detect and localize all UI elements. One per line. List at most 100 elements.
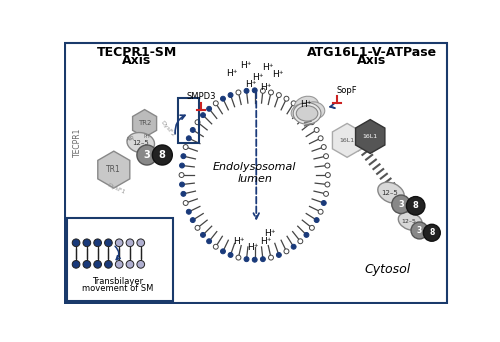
Circle shape (411, 222, 428, 239)
Circle shape (72, 261, 80, 268)
Ellipse shape (303, 102, 325, 119)
Circle shape (406, 197, 425, 215)
Circle shape (195, 120, 200, 125)
Circle shape (268, 255, 274, 260)
Text: H⁺: H⁺ (245, 80, 256, 89)
Bar (178, 98, 200, 143)
Text: H⁺: H⁺ (272, 70, 283, 79)
Text: 8: 8 (413, 201, 418, 210)
Text: H⁺: H⁺ (234, 237, 245, 246)
Ellipse shape (127, 133, 154, 153)
Circle shape (291, 101, 296, 106)
Circle shape (137, 145, 157, 165)
Circle shape (181, 154, 186, 159)
Circle shape (83, 239, 90, 247)
Text: Cytosol: Cytosol (364, 263, 410, 276)
Text: 3: 3 (144, 150, 150, 160)
Ellipse shape (378, 182, 404, 203)
Ellipse shape (296, 106, 318, 121)
Circle shape (200, 233, 205, 237)
Circle shape (260, 257, 266, 262)
Text: H⁺: H⁺ (264, 229, 276, 238)
Text: SMPD3: SMPD3 (186, 92, 216, 101)
Circle shape (322, 200, 326, 206)
Text: 12–5: 12–5 (381, 190, 398, 196)
Circle shape (304, 113, 309, 118)
Text: H⁺: H⁺ (246, 243, 258, 252)
Circle shape (252, 257, 257, 262)
Circle shape (195, 225, 200, 230)
Circle shape (324, 154, 328, 159)
Text: DysF2: DysF2 (160, 120, 176, 138)
Circle shape (183, 145, 188, 149)
Ellipse shape (291, 104, 310, 120)
Circle shape (180, 182, 184, 187)
Circle shape (190, 218, 195, 223)
Circle shape (220, 249, 226, 254)
Text: PH: PH (144, 134, 150, 139)
Circle shape (276, 93, 281, 97)
Bar (67, 218, 173, 301)
Circle shape (318, 136, 323, 141)
Circle shape (180, 163, 184, 168)
Circle shape (424, 224, 440, 241)
Circle shape (314, 128, 319, 132)
Circle shape (268, 90, 274, 95)
Circle shape (326, 173, 330, 177)
Text: 16L1: 16L1 (362, 134, 378, 139)
Circle shape (392, 195, 410, 213)
FancyArrowPatch shape (115, 246, 120, 260)
Circle shape (72, 239, 80, 247)
Circle shape (152, 145, 172, 165)
Text: H⁺: H⁺ (252, 73, 264, 82)
Circle shape (116, 239, 123, 247)
Text: 8: 8 (159, 150, 166, 160)
Circle shape (214, 244, 218, 249)
Text: H⁺: H⁺ (262, 63, 274, 72)
Circle shape (236, 90, 241, 95)
Text: 3: 3 (398, 200, 404, 209)
Circle shape (298, 239, 303, 244)
Text: AIR: AIR (126, 136, 135, 142)
Circle shape (186, 136, 192, 141)
Text: ATG16L1-V-ATPase: ATG16L1-V-ATPase (306, 46, 437, 59)
Ellipse shape (398, 212, 422, 230)
Circle shape (310, 225, 314, 230)
Circle shape (186, 209, 192, 214)
Ellipse shape (293, 103, 321, 124)
Circle shape (181, 192, 186, 196)
Text: H⁺: H⁺ (226, 69, 237, 78)
Text: Endolysosomal: Endolysosomal (213, 162, 296, 172)
Text: H⁺: H⁺ (240, 61, 252, 70)
Circle shape (214, 101, 218, 106)
Text: TECPR1: TECPR1 (73, 128, 82, 157)
Circle shape (284, 249, 289, 254)
Text: SopF: SopF (337, 86, 357, 95)
Circle shape (220, 96, 226, 101)
Circle shape (190, 128, 195, 132)
Circle shape (244, 257, 249, 262)
Text: TR1: TR1 (106, 165, 121, 174)
Circle shape (94, 239, 102, 247)
Circle shape (126, 261, 134, 268)
Circle shape (104, 239, 112, 247)
Circle shape (244, 88, 249, 93)
Circle shape (236, 255, 241, 260)
Text: H⁺: H⁺ (260, 237, 271, 246)
Text: 8: 8 (429, 228, 434, 237)
Circle shape (179, 173, 184, 177)
Circle shape (183, 200, 188, 206)
Circle shape (284, 96, 289, 101)
Text: 12–5: 12–5 (402, 219, 416, 224)
Circle shape (228, 93, 233, 97)
Circle shape (206, 106, 212, 111)
Circle shape (325, 163, 330, 168)
Circle shape (116, 261, 123, 268)
Circle shape (104, 261, 112, 268)
Polygon shape (332, 123, 362, 157)
Circle shape (310, 120, 314, 125)
Circle shape (94, 261, 102, 268)
Circle shape (324, 192, 328, 196)
Circle shape (291, 244, 296, 249)
FancyArrowPatch shape (330, 104, 335, 108)
